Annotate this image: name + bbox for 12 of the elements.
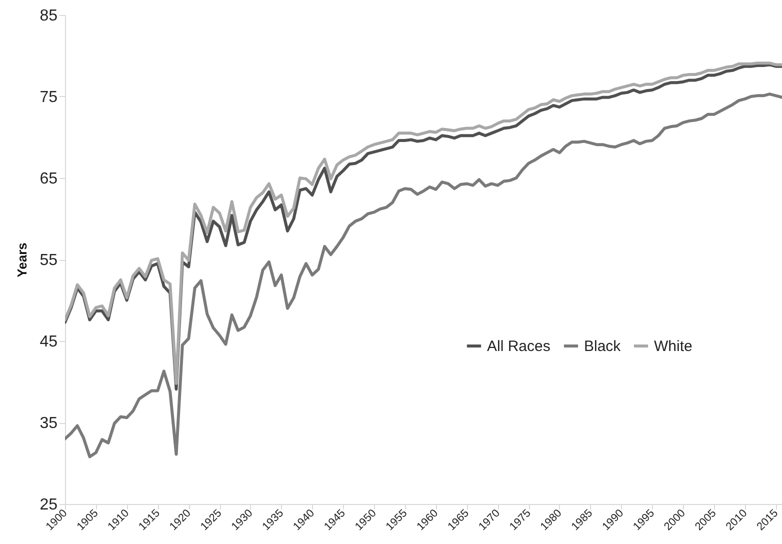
- y-axis-title: Years: [14, 242, 30, 278]
- legend-label: White: [654, 338, 692, 355]
- y-tick-label: 25: [40, 496, 58, 514]
- y-tick-label: 35: [40, 415, 58, 432]
- legend-label: Black: [584, 338, 622, 355]
- y-tick-label: 65: [40, 170, 58, 188]
- y-tick-label: 45: [40, 334, 58, 350]
- y-tick-label: 55: [40, 252, 58, 269]
- legend-label: All Races: [487, 338, 550, 355]
- y-tick-label: 85: [40, 8, 58, 24]
- line-series: [65, 92, 782, 458]
- y-tick-label: 75: [40, 89, 58, 106]
